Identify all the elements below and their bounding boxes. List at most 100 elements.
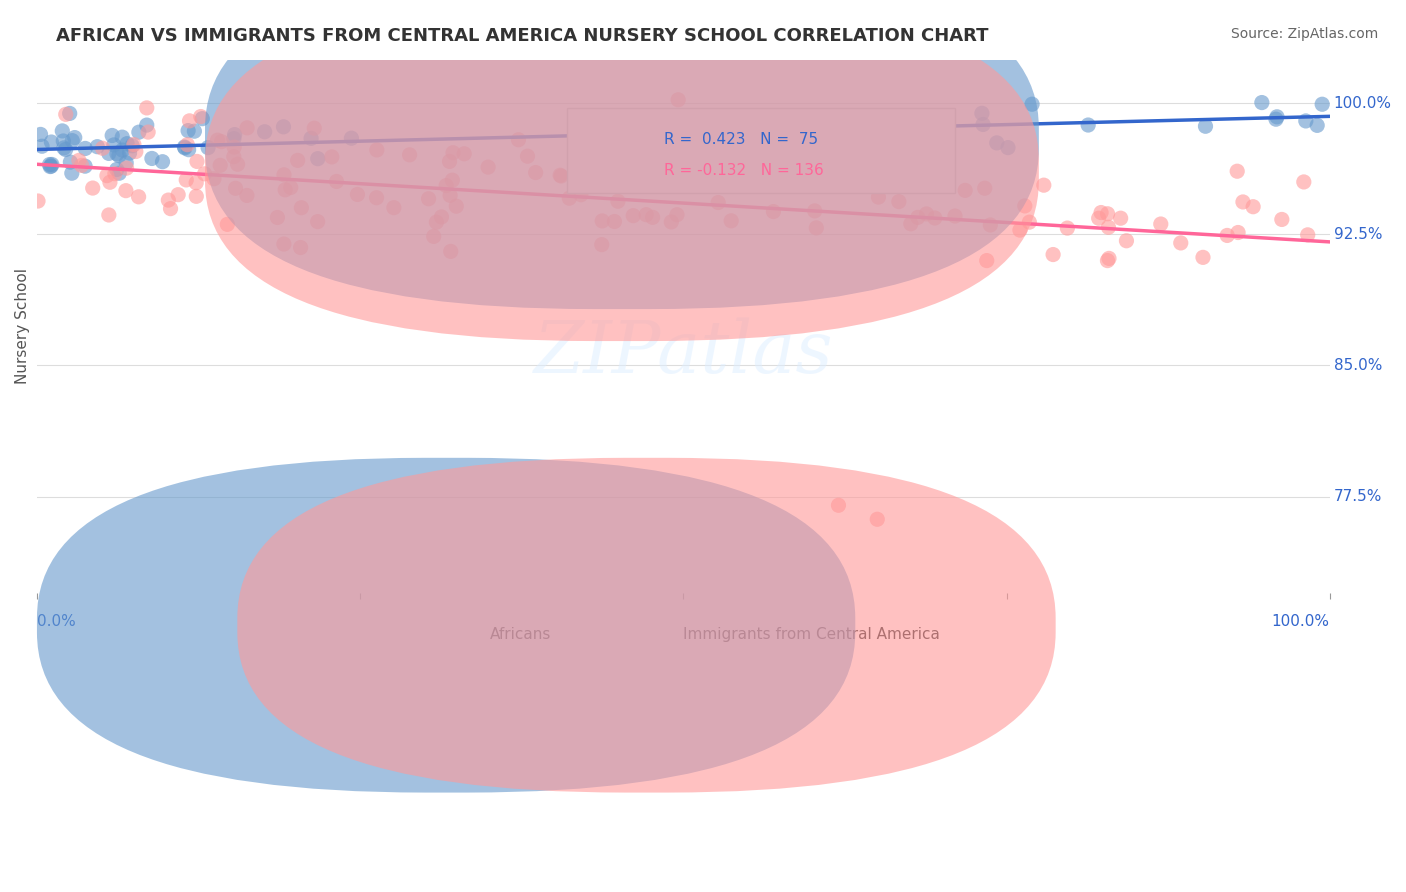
Point xyxy=(128,125,150,139)
Point xyxy=(366,191,388,205)
Point xyxy=(1090,205,1112,219)
Text: R =  0.423   N =  75: R = 0.423 N = 75 xyxy=(664,132,818,147)
Point xyxy=(558,191,581,205)
Point xyxy=(915,207,938,221)
Point xyxy=(1194,120,1216,134)
Point xyxy=(273,237,295,252)
Point xyxy=(588,134,610,148)
Point xyxy=(115,161,138,175)
Text: AFRICAN VS IMMIGRANTS FROM CENTRAL AMERICA NURSERY SCHOOL CORRELATION CHART: AFRICAN VS IMMIGRANTS FROM CENTRAL AMERI… xyxy=(56,27,988,45)
Point xyxy=(325,174,347,188)
Point xyxy=(59,106,82,120)
Point xyxy=(915,127,938,141)
Point xyxy=(207,133,229,147)
Point xyxy=(1271,212,1294,227)
Point xyxy=(60,134,83,148)
Point xyxy=(202,171,225,186)
Point xyxy=(75,159,97,173)
Point xyxy=(827,109,849,123)
Point xyxy=(943,209,966,223)
Point xyxy=(659,215,682,229)
Point xyxy=(186,189,208,203)
Point xyxy=(307,152,329,166)
Point xyxy=(173,140,195,154)
Point xyxy=(236,120,259,135)
Point xyxy=(253,125,276,139)
Point xyxy=(177,143,200,157)
Point xyxy=(578,162,600,177)
Point xyxy=(273,168,295,182)
Point xyxy=(1021,97,1043,112)
Point xyxy=(1056,221,1078,235)
Point xyxy=(101,128,124,143)
Point xyxy=(55,107,77,121)
Point xyxy=(591,214,613,228)
Text: 100.0%: 100.0% xyxy=(1272,614,1330,629)
Point xyxy=(1232,194,1254,209)
Point xyxy=(176,137,198,152)
Point xyxy=(453,146,475,161)
Point xyxy=(157,193,180,207)
Point xyxy=(41,135,63,149)
Point xyxy=(1250,95,1272,110)
Point xyxy=(193,167,215,181)
Point xyxy=(174,173,197,187)
Point xyxy=(591,237,613,252)
Text: 77.5%: 77.5% xyxy=(1334,489,1382,504)
Point xyxy=(167,187,190,202)
Point xyxy=(67,153,90,168)
Point xyxy=(299,131,322,145)
Point xyxy=(516,149,538,163)
Point xyxy=(159,202,181,216)
Point xyxy=(82,181,104,195)
Point xyxy=(1018,215,1040,229)
Point xyxy=(912,176,935,190)
Point xyxy=(280,180,302,194)
Point xyxy=(38,157,60,171)
Point xyxy=(720,214,742,228)
Point xyxy=(340,131,363,145)
Point xyxy=(806,220,828,235)
Point xyxy=(1098,252,1121,266)
Point xyxy=(98,175,121,189)
Point xyxy=(1109,211,1132,226)
Point xyxy=(1032,178,1054,193)
Point xyxy=(104,167,127,181)
Point xyxy=(477,160,499,174)
Point xyxy=(972,118,994,132)
Point xyxy=(875,136,897,151)
Point xyxy=(105,162,128,177)
Point xyxy=(103,137,125,152)
Point xyxy=(569,187,592,202)
Point xyxy=(827,498,849,512)
Point xyxy=(224,140,246,154)
Point xyxy=(1115,234,1137,248)
Point xyxy=(1042,247,1064,261)
Point xyxy=(121,138,143,153)
Point xyxy=(108,166,131,180)
Point xyxy=(186,154,208,169)
Point xyxy=(997,140,1019,154)
Point xyxy=(887,194,910,209)
Point xyxy=(803,203,825,218)
Point xyxy=(27,194,49,208)
Point xyxy=(290,241,312,255)
Point xyxy=(441,145,464,160)
Point xyxy=(731,112,754,126)
Text: Immigrants from Central America: Immigrants from Central America xyxy=(683,627,941,642)
Point xyxy=(222,150,245,164)
Point xyxy=(430,210,453,224)
Point xyxy=(211,135,233,149)
Point xyxy=(636,208,658,222)
Point xyxy=(735,138,758,153)
Point xyxy=(734,120,756,134)
Point xyxy=(907,211,929,225)
Point xyxy=(970,106,993,120)
Point xyxy=(762,204,785,219)
Point xyxy=(979,218,1001,232)
Text: Africans: Africans xyxy=(489,627,551,642)
Point xyxy=(676,114,699,128)
Point xyxy=(75,141,97,155)
Point xyxy=(976,253,998,268)
Point xyxy=(1226,164,1249,178)
